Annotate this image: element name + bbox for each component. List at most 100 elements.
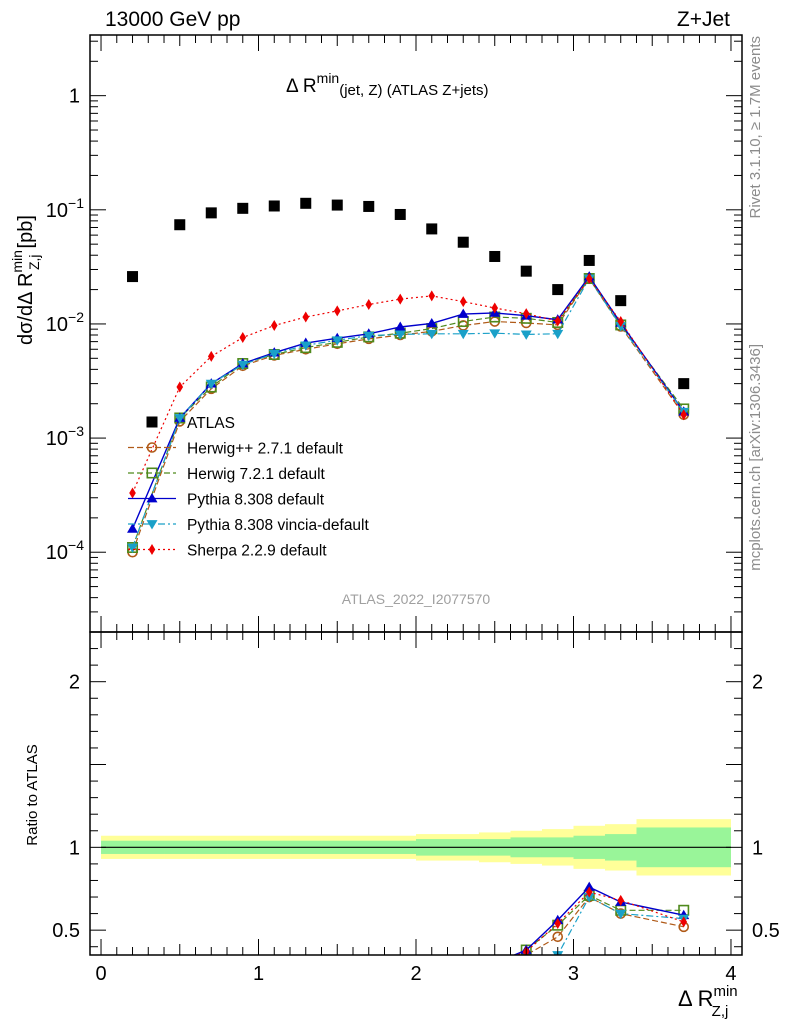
ratio-y-ticks: 0.5 0.5 1 1 2 2	[52, 648, 780, 948]
series-line	[131, 277, 685, 553]
legend-marker	[146, 416, 158, 428]
y-tick-label-base: 10	[46, 428, 68, 450]
data-point	[268, 200, 280, 212]
data-point	[174, 219, 186, 231]
data-point	[129, 487, 136, 499]
data-point	[554, 315, 562, 327]
legend-label: Pythia 8.308 default	[187, 492, 325, 509]
ratio-series-3	[521, 893, 690, 973]
data-point	[331, 199, 343, 211]
ratio-y-tick-label-right: 1	[752, 837, 763, 859]
data-point	[457, 236, 469, 248]
y-tick-label: 10−1	[46, 195, 84, 222]
x-tick-label: 2	[410, 963, 421, 985]
analysis-label: ATLAS_2022_I2077570	[342, 591, 491, 607]
legend-entry-3: Pythia 8.308 default	[128, 492, 325, 509]
data-point	[174, 414, 186, 424]
main-title-main: Δ R	[286, 76, 317, 97]
data-point	[428, 290, 436, 302]
x-axis-label-sub: Z,j	[712, 1003, 729, 1020]
series-0	[127, 197, 690, 390]
x-ticks: 0 1 2 3 4	[95, 35, 737, 985]
data-point	[331, 336, 343, 346]
ratio-series-line	[524, 896, 684, 955]
data-point	[426, 317, 438, 328]
legend-label: Herwig++ 2.7.1 default	[187, 441, 344, 458]
data-point	[491, 302, 499, 314]
data-point	[176, 381, 184, 393]
mcplots-label: mcplots.cern.ch [arXiv:1306.3436]	[747, 344, 764, 571]
legend-marker	[146, 493, 158, 503]
data-point	[394, 208, 406, 220]
data-point	[363, 200, 375, 212]
ratio-series	[489, 881, 690, 973]
ratio-point	[680, 916, 688, 928]
data-point	[237, 202, 249, 214]
ratio-point	[491, 958, 498, 969]
legend-entry-1: Herwig++ 2.7.1 default	[128, 441, 344, 458]
data-point	[552, 329, 564, 340]
data-point	[363, 331, 375, 342]
ratio-y-tick-label-right: 0.5	[752, 920, 780, 942]
ratio-point	[583, 881, 595, 891]
x-axis-label: Δ Rmin Z,j	[678, 983, 738, 1020]
legend-marker	[148, 544, 156, 555]
ratio-point	[554, 918, 562, 930]
data-point	[426, 329, 438, 340]
series-line	[131, 277, 685, 494]
data-point	[520, 265, 532, 277]
ratio-point	[521, 964, 532, 973]
data-point	[585, 273, 593, 285]
y-tick-label-base: 10	[46, 542, 68, 564]
data-point	[365, 299, 373, 311]
ratio-y-tick-label: 1	[69, 837, 80, 859]
ratio-ylabel: Ratio to ATLAS	[24, 744, 41, 845]
main-ylabel-unit: [pb]	[15, 215, 37, 248]
main-y-ticks: 110−110−210−310−4	[46, 40, 742, 633]
main-ylabel-sub: Z,j	[26, 254, 42, 270]
main-title-sup: min	[317, 70, 340, 86]
ratio-y-tick-label-right: 2	[752, 672, 763, 694]
main-panel: 110−110−210−310−4	[46, 34, 743, 633]
legend: ATLAS Herwig++ 2.7.1 default Herwig 7.2.1 …	[128, 415, 370, 560]
ratio-y-tick-label: 0.5	[52, 920, 80, 942]
y-tick-label: 1	[69, 86, 80, 108]
header-left: 13000 GeV pp	[105, 8, 240, 31]
y-tick-label-exp: −4	[68, 537, 84, 553]
ratio-series-line	[556, 896, 684, 955]
ratio-series-line	[512, 886, 684, 955]
legend-entry-4: Pythia 8.308 vincia-default	[128, 517, 370, 534]
data-point	[268, 349, 280, 360]
y-tick-label-exp: −1	[68, 195, 84, 211]
data-point	[457, 308, 469, 318]
y-tick-label: 10−3	[46, 423, 84, 450]
ratio-point	[490, 960, 499, 969]
data-point	[489, 329, 501, 339]
series-5	[129, 273, 688, 499]
data-point	[678, 378, 690, 390]
main-series	[127, 197, 690, 558]
x-tick-label: 0	[95, 963, 106, 985]
x-axis-label-main: Δ R	[678, 986, 713, 1011]
data-point	[300, 341, 312, 351]
ratio-point	[489, 958, 500, 967]
x-tick-label: 1	[253, 963, 264, 985]
series-4	[127, 274, 690, 553]
x-tick-label: 4	[725, 963, 736, 985]
header-right: Z+Jet	[677, 8, 730, 31]
y-tick-label-exp: −3	[68, 423, 84, 439]
main-ylabel-main: dσ/dΔ R	[15, 273, 37, 345]
main-ylabel-sup: min	[9, 250, 25, 273]
data-point	[680, 409, 688, 421]
legend-label: Herwig 7.2.1 default	[187, 466, 326, 483]
legend-label: ATLAS	[187, 415, 235, 432]
data-point	[207, 350, 215, 362]
ratio-bands	[101, 819, 731, 876]
legend-entry-0: ATLAS	[146, 415, 235, 432]
ratio-y-tick-label: 2	[69, 672, 80, 694]
data-point	[489, 250, 501, 262]
ratio-point	[552, 931, 564, 943]
data-point	[394, 330, 406, 340]
legend-marker	[146, 467, 158, 479]
